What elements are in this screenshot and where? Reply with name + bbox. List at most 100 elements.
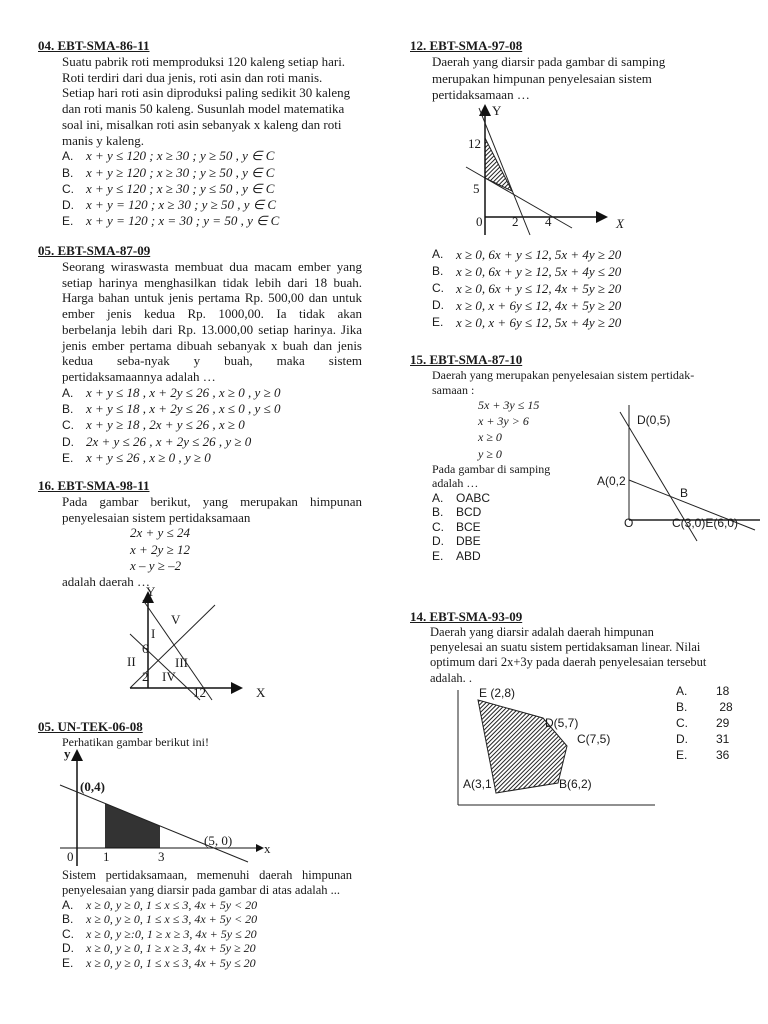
option-letter: D. xyxy=(432,298,444,312)
question-title: 05. EBT-SMA-87-09 xyxy=(38,243,151,258)
shaded-region xyxy=(477,699,568,794)
question-text-line: manis y kaleng. xyxy=(62,132,144,148)
option-text: x + y ≤ 120 ; x ≥ 30 ; y ≥ 50 , y ∈ C xyxy=(86,148,275,164)
answer-option[interactable]: B. 28 xyxy=(676,699,733,715)
answer-option[interactable]: A. x ≥ 0, 6x + y ≤ 12, 5x + 4y ≥ 20 xyxy=(432,246,621,263)
tick-label: 12 xyxy=(193,685,206,700)
question-text-line: Daerah yang diarsir pada gambar di sampi… xyxy=(432,54,666,69)
point-label-d: D(5,7) xyxy=(545,716,578,730)
inequality: x – y ≥ –2 xyxy=(130,558,182,573)
question-14: 14. EBT-SMA-93-09 Daerah yang diarsir ad… xyxy=(410,609,706,686)
answer-option[interactable]: B. x ≥ 0, y ≥ 0, 1 ≤ x ≤ 3, 4x + 5y < 20 xyxy=(62,912,352,927)
question-text-line: ember jenis kedua Rp. 1000,00. Ia tidak … xyxy=(62,306,362,322)
region-label: V xyxy=(171,612,181,627)
question-text-line: Pada gambar di samping xyxy=(432,461,551,476)
inequality: 2x + y ≤ 24 xyxy=(130,525,190,541)
question-text-line: Harga bahan untuk jenis pertama Rp. 500,… xyxy=(62,290,362,306)
option-text: 18 xyxy=(716,684,730,698)
shaded-region xyxy=(484,137,514,193)
answer-option[interactable]: A. 18 xyxy=(676,683,733,699)
point-label-a: A(3,1 xyxy=(463,777,492,791)
option-text: DBE xyxy=(456,534,481,549)
question-text-line: Setiap hari roti asin diproduksi paling … xyxy=(62,85,351,101)
option-letter: E. xyxy=(676,748,688,762)
answer-option[interactable]: E. 36 xyxy=(676,747,733,763)
question-text-line: pertidaksamaannya adalah … xyxy=(62,368,216,384)
option-letter: D. xyxy=(62,434,74,449)
question-text-line: penyelesaian sistem pertidaksamaan xyxy=(62,509,251,525)
answer-option[interactable]: C. BCE xyxy=(432,520,694,535)
answer-option[interactable]: C. x + y ≤ 120 ; x ≥ 30 ; y ≤ 50 , y ∈ C xyxy=(62,181,350,197)
region-label: II xyxy=(127,654,136,669)
answer-option[interactable]: B. x + y ≥ 120 ; x ≥ 30 ; y ≥ 50 , y ∈ C xyxy=(62,165,350,181)
q15-graph: D(0,5) A(0,2 B O C(3,0)E(6,0) xyxy=(597,405,760,542)
question-05-untek-body: Sistem pertidaksamaan, memenuhi daerah h… xyxy=(62,868,352,971)
tick-label: 2 xyxy=(512,214,519,229)
point-label-c: C(7,5) xyxy=(577,732,610,746)
answer-option[interactable]: E. ABD xyxy=(432,549,694,564)
answer-option[interactable]: A. x + y ≤ 18 , x + 2y ≤ 26 , x ≥ 0 , y ≥… xyxy=(62,385,362,401)
answer-option[interactable]: D. 2x + y ≤ 26 , x + 2y ≤ 26 , y ≥ 0 xyxy=(62,434,362,450)
option-text: x + y ≥ 18 , 2x + y ≤ 26 , x ≥ 0 xyxy=(86,417,245,433)
option-letter: D. xyxy=(432,534,444,549)
tick-label: 5 xyxy=(473,181,480,196)
answer-option[interactable]: C. x + y ≥ 18 , 2x + y ≤ 26 , x ≥ 0 xyxy=(62,417,362,433)
point-label-a: A(0,2 xyxy=(597,474,626,488)
question-text-line: Daerah yang diarsir adalah daerah himpun… xyxy=(430,625,654,639)
answer-option[interactable]: C. 29 xyxy=(676,715,733,731)
tick-label: 3 xyxy=(158,849,165,864)
option-text: x ≥ 0, y ≥ 0, 1 ≤ x ≤ 3, 4x + 5y < 20 xyxy=(86,912,258,927)
option-letter: B. xyxy=(62,401,74,416)
option-text: x + y ≥ 120 ; x ≥ 30 ; y ≥ 50 , y ∈ C xyxy=(86,164,275,180)
answer-option[interactable]: A. OABC xyxy=(432,491,694,506)
question-title: 15. EBT-SMA-87-10 xyxy=(410,352,523,367)
answer-option[interactable]: E. x + y = 120 ; x = 30 ; y = 50 , y ∈ C xyxy=(62,213,350,229)
question-04: 04. EBT-SMA-86-11 Suatu pabrik roti memp… xyxy=(38,38,350,230)
inequality: x + 2y ≥ 12 xyxy=(130,541,190,557)
answer-option[interactable]: A. x + y ≤ 120 ; x ≥ 30 ; y ≥ 50 , y ∈ C xyxy=(62,148,350,164)
answer-option[interactable]: E. x ≥ 0, y ≥ 0, 1 ≤ x ≤ 3, 4x + 5y ≤ 20 xyxy=(62,956,352,971)
tick-label: 12 xyxy=(468,136,481,151)
answer-option[interactable]: B. BCD xyxy=(432,505,694,520)
q14-graph: E (2,8) D(5,7) C(7,5) A(3,1 B(6,2) xyxy=(457,686,655,806)
line-shallow xyxy=(465,166,573,229)
question-text-line: dan roti manis 50 kaleng. Susunlah model… xyxy=(62,101,345,117)
tick-label: 0 xyxy=(476,214,483,229)
answer-option[interactable]: D. x + y = 120 ; x ≥ 30 ; y ≥ 50 , y ∈ C xyxy=(62,197,350,213)
option-letter: C. xyxy=(62,418,74,433)
option-text: 28 xyxy=(716,700,733,714)
option-text: x ≥ 0, 6x + y ≤ 12, 4x + 5y ≥ 20 xyxy=(456,281,622,296)
option-text: ABD xyxy=(456,548,481,563)
axis-label-y: Y xyxy=(146,584,156,599)
line-5x-3y xyxy=(619,411,698,542)
answer-option[interactable]: D. 31 xyxy=(676,731,733,747)
question-14-choices: A. 18 B. 28 C. 29 D. 31 E. 36 xyxy=(676,683,733,763)
axis-label-x: X xyxy=(256,685,266,700)
question-12: 12. EBT-SMA-97-08 Daerah yang diarsir pa… xyxy=(410,38,665,104)
answer-option[interactable]: C. x ≥ 0, y ≥:0, 1 ≥ x ≥ 3, 4x + 5y ≤ 20 xyxy=(62,927,352,942)
option-text: x + y ≤ 18 , x + 2y ≤ 26 , x ≥ 0 , y ≥ 0 xyxy=(86,384,281,400)
answer-option[interactable]: B. x + y ≤ 18 , x + 2y ≤ 26 , x ≤ 0 , y ≤… xyxy=(62,401,362,417)
option-letter: C. xyxy=(62,926,74,941)
q16-graph: Y X V I II III IV 6 2 12 xyxy=(127,584,266,701)
option-letter: D. xyxy=(676,732,688,746)
question-text-line: Seorang wiraswasta membuat dua macam emb… xyxy=(62,259,362,274)
answer-option[interactable]: D. DBE xyxy=(432,534,694,549)
region-label: III xyxy=(175,655,188,670)
answer-option[interactable]: E. x ≥ 0, x + 6y ≤ 12, 5x + 4y ≥ 20 xyxy=(432,314,621,331)
question-title: 12. EBT-SMA-97-08 xyxy=(410,38,523,53)
option-letter: E. xyxy=(432,548,444,563)
option-letter: B. xyxy=(62,912,74,927)
answer-option[interactable]: B. x ≥ 0, 6x + y ≥ 12, 5x + 4y ≤ 20 xyxy=(432,263,621,280)
answer-option[interactable]: E. x + y ≤ 26 , x ≥ 0 , y ≥ 0 xyxy=(62,450,362,466)
option-text: x + y ≤ 120 ; x ≥ 30 ; y ≤ 50 , y ∈ C xyxy=(86,180,275,196)
answer-option[interactable]: A. x ≥ 0, y ≥ 0, 1 ≤ x ≤ 3, 4x + 5y < 20 xyxy=(62,898,352,913)
inequality: x ≥ 0 xyxy=(478,430,502,445)
answer-option[interactable]: D. x ≥ 0, y ≥ 0, 1 ≥ x ≥ 3, 4x + 5y ≥ 20 xyxy=(62,941,352,956)
tick-label: 0 xyxy=(67,849,74,864)
question-text-line: optimum dari 2x+3y pada daerah penyelesa… xyxy=(430,655,707,670)
answer-option[interactable]: C. x ≥ 0, 6x + y ≤ 12, 4x + 5y ≥ 20 xyxy=(432,280,621,297)
question-text-line: Pada gambar berikut, yang merupakan himp… xyxy=(62,494,362,509)
answer-option[interactable]: D. x ≥ 0, x + 6y ≤ 12, 4x + 5y ≥ 20 xyxy=(432,297,621,314)
